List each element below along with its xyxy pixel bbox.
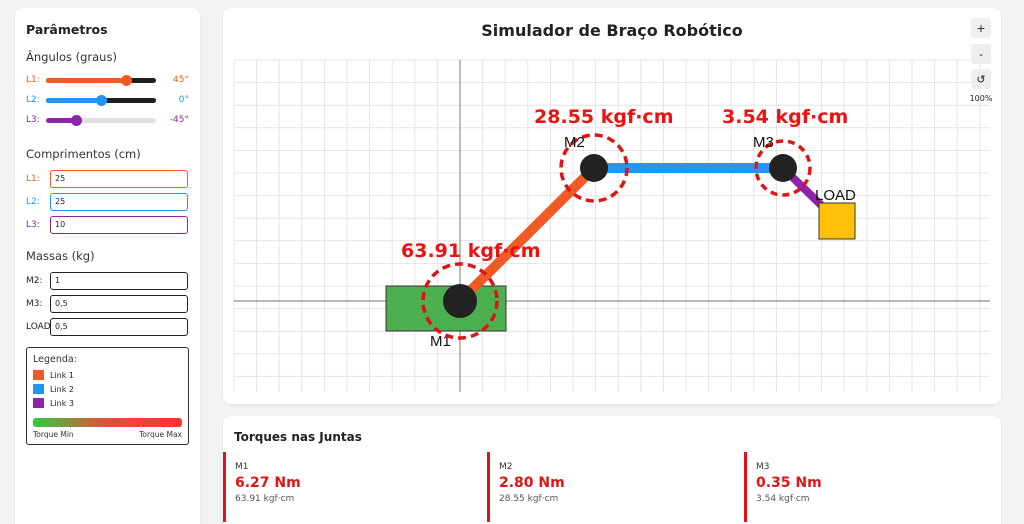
legend-title: Legenda: (33, 354, 77, 365)
torque-card-name-m1: M1 (235, 462, 249, 472)
angle-value-l3: -45° (169, 115, 189, 125)
torque-max-label: Torque Max (139, 430, 182, 439)
legend-box: Legenda: Link 1 Link 2 Link 3 Torque Min… (26, 347, 189, 445)
legend-item-link1: Link 1 (33, 368, 182, 382)
torque-ring-m2 (559, 133, 629, 203)
mass-row-load: LOAD: 0,5 (26, 315, 189, 338)
mass-input-load[interactable]: 0,5 (50, 317, 188, 336)
angle-slider-handle-l1[interactable] (121, 74, 133, 86)
angle-value-l1: 45° (173, 75, 189, 85)
torque-text-m1: 63.91 kgf·cm (401, 240, 541, 262)
torque-card-kgf-m1: 63.91 kgf·cm (235, 494, 295, 504)
torque-card-nm-m2: 2.80 Nm (499, 475, 565, 491)
joint-m3 (769, 154, 797, 182)
joint-label-m1: M1 (430, 333, 451, 350)
lengths-section-title: Comprimentos (cm) (26, 147, 141, 161)
angle-label-l2: L2: (26, 95, 40, 105)
torques-title: Torques nas Juntas (234, 430, 362, 444)
mass-input-m2[interactable]: 1 (50, 271, 188, 290)
parameters-panel: Parâmetros Ângulos (graus) L1: 45° L2: 0… (15, 8, 200, 524)
legend-item-link2: Link 2 (33, 382, 182, 396)
torque-text-m2: 28.55 kgf·cm (534, 106, 674, 128)
load-box (818, 202, 856, 240)
length-row-l1: L1: 25 (26, 167, 189, 190)
length-label-l1: L1: (26, 173, 40, 184)
angle-label-l1: L1: (26, 75, 40, 85)
legend-label-link2: Link 2 (50, 384, 75, 394)
legend-label-link3: Link 3 (50, 398, 75, 408)
zoom-out-button[interactable]: - (971, 44, 991, 64)
mass-label-m2: M2: (26, 275, 43, 286)
length-row-l3: L3: 10 (26, 213, 189, 236)
torque-min-label: Torque Min (33, 430, 74, 439)
torque-card-kgf-m3: 3.54 kgf·cm (756, 494, 810, 504)
torque-card-name-m3: M3 (756, 462, 770, 472)
torque-card-kgf-m2: 28.55 kgf·cm (499, 494, 559, 504)
joint-m2 (580, 154, 608, 182)
mass-input-m3[interactable]: 0,5 (50, 294, 188, 313)
legend-swatch-link3 (33, 398, 44, 408)
reset-view-button[interactable]: ↺ (971, 69, 991, 89)
angle-slider-track-l1[interactable] (46, 74, 156, 86)
angle-slider-fill-l2 (46, 97, 101, 103)
length-label-l3: L3: (26, 219, 40, 230)
length-input-l1[interactable]: 25 (50, 169, 188, 188)
length-input-l3[interactable]: 10 (50, 215, 188, 234)
angle-slider-l1[interactable]: L1: 45° (26, 70, 189, 90)
torque-text-m3: 3.54 kgf·cm (722, 106, 848, 128)
length-input-l2[interactable]: 25 (50, 192, 188, 211)
link-1 (456, 164, 598, 305)
zoom-level: 100% (969, 94, 993, 103)
mass-label-load: LOAD: (26, 321, 54, 332)
load-label: LOAD (815, 187, 856, 204)
length-row-l2: L2: 25 (26, 190, 189, 213)
mass-label-m3: M3: (26, 298, 43, 309)
angle-slider-l2[interactable]: L2: 0° (26, 90, 189, 110)
angles-section-title: Ângulos (graus) (26, 50, 117, 64)
angle-slider-handle-l2[interactable] (96, 94, 107, 106)
simulator-panel: M1 LOAD M2 M3 63.91 kgf·cm 28.55 kgf·cm … (223, 8, 1001, 404)
angle-slider-handle-l3[interactable] (70, 114, 82, 126)
simulator-title: Simulador de Braço Robótico (481, 21, 743, 40)
torque-ring-m3 (754, 139, 812, 197)
angle-slider-fill-l3 (46, 117, 76, 123)
angle-slider-l3[interactable]: L3: -45° (26, 110, 189, 130)
masses-section-title: Massas (kg) (26, 249, 95, 263)
legend-swatch-link2 (33, 384, 44, 394)
angle-label-l3: L3: (26, 115, 40, 125)
legend-item-link3: Link 3 (33, 396, 182, 410)
length-label-l2: L2: (26, 196, 40, 207)
simulation-canvas[interactable]: M1 LOAD M2 M3 63.91 kgf·cm 28.55 kgf·cm … (223, 8, 1001, 404)
torque-card-nm-m3: 0.35 Nm (756, 475, 822, 491)
torque-gradient-bar (33, 418, 182, 427)
parameters-title: Parâmetros (26, 22, 108, 37)
reset-icon: ↺ (976, 72, 986, 86)
torque-card-m3: M3 0.35 Nm 3.54 kgf·cm (744, 452, 822, 522)
joint-label-m2: M2 (564, 134, 585, 151)
torque-ring-m1 (421, 262, 499, 340)
legend-swatch-link1 (33, 370, 44, 380)
angle-value-l2: 0° (178, 95, 189, 105)
mass-row-m2: M2: 1 (26, 269, 189, 292)
torques-panel: Torques nas Juntas M1 6.27 Nm 63.91 kgf·… (223, 416, 1001, 524)
torque-card-m2: M2 2.80 Nm 28.55 kgf·cm (487, 452, 565, 522)
joint-label-m3: M3 (753, 134, 774, 151)
mass-row-m3: M3: 0,5 (26, 292, 189, 315)
joint-m1 (443, 284, 477, 318)
angle-slider-fill-l1 (46, 77, 127, 83)
legend-label-link1: Link 1 (50, 370, 75, 380)
zoom-in-button[interactable]: + (971, 18, 991, 38)
angle-slider-track-l3[interactable] (46, 114, 156, 126)
torque-card-nm-m1: 6.27 Nm (235, 475, 301, 491)
torque-card-name-m2: M2 (499, 462, 513, 472)
angle-slider-track-l2[interactable] (46, 94, 156, 106)
torque-card-m1: M1 6.27 Nm 63.91 kgf·cm (223, 452, 301, 522)
